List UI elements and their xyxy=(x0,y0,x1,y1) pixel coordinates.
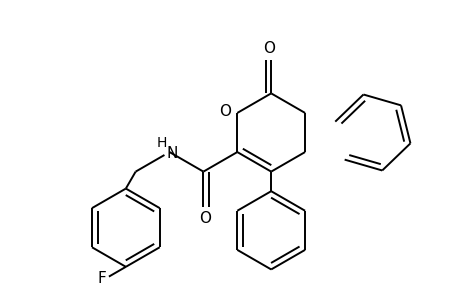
Text: H: H xyxy=(157,136,167,150)
Text: N: N xyxy=(167,146,178,160)
Text: F: F xyxy=(97,271,106,286)
Text: O: O xyxy=(218,104,230,119)
Text: O: O xyxy=(263,41,274,56)
Text: O: O xyxy=(199,211,211,226)
